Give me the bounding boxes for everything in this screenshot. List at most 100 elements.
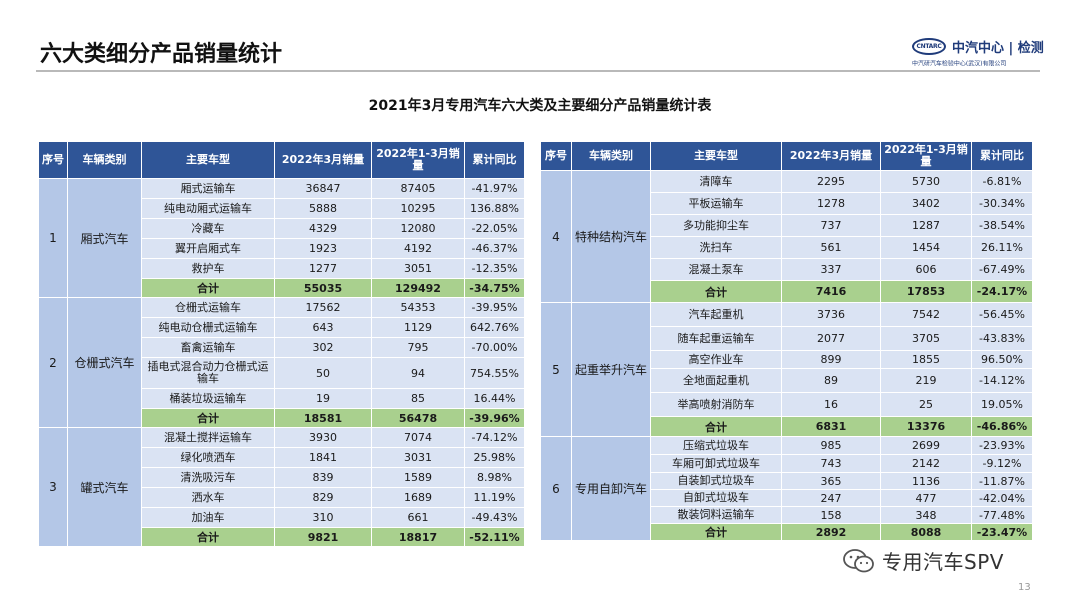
yoy-cell: 96.50% bbox=[971, 350, 1033, 369]
yoy-cell: -22.05% bbox=[464, 218, 525, 239]
march-sales-cell: 89 bbox=[781, 368, 881, 393]
model-cell: 混凝土泵车 bbox=[650, 258, 782, 281]
table-row: 高空作业车 899 1855 96.50% bbox=[541, 350, 1033, 369]
wechat-icon bbox=[843, 549, 874, 573]
table-row: 冷藏车 4329 12080 -22.05% bbox=[39, 218, 525, 239]
model-cell: 多功能抑尘车 bbox=[650, 214, 782, 237]
model-cell: 自卸式垃圾车 bbox=[650, 489, 782, 507]
total-label: 合计 bbox=[141, 278, 275, 298]
yoy-cell: -38.54% bbox=[971, 214, 1033, 237]
model-cell: 加油车 bbox=[141, 507, 275, 528]
company-logo: CNTARC 中汽中心 | 检测 中汽研汽车检验中心(武汉)有限公司 bbox=[912, 36, 1044, 68]
header-q1-sales: 2022年1-3月销量 bbox=[880, 141, 972, 171]
model-cell: 纯电动仓栅式运输车 bbox=[141, 317, 275, 338]
q1-sales-cell: 1129 bbox=[371, 317, 465, 338]
q1-sales-cell: 12080 bbox=[371, 218, 465, 239]
group-category: 起重举升汽车 bbox=[571, 302, 651, 437]
group-seq: 2 bbox=[38, 297, 68, 428]
total-label: 合计 bbox=[650, 416, 782, 437]
total-label: 合计 bbox=[650, 523, 782, 541]
table-row: 混凝土泵车 337 606 -67.49% bbox=[541, 258, 1033, 281]
total-row: 合计 18581 56478 -39.96% bbox=[39, 408, 525, 428]
table-row: 1 厢式汽车 厢式运输车 36847 87405 -41.97% bbox=[38, 178, 525, 298]
q1-sales-cell: 94 bbox=[371, 357, 465, 389]
yoy-cell: 11.19% bbox=[464, 487, 525, 508]
q1-sales-cell: 87405 bbox=[371, 178, 465, 199]
model-cell: 混凝土搅拌运输车 bbox=[141, 427, 275, 448]
sales-table-left: 序号 车辆类别 主要车型 2022年3月销量 2022年1-3月销量 累计同比 … bbox=[38, 141, 525, 547]
march-sales-cell: 839 bbox=[274, 467, 372, 488]
march-sales-cell: 985 bbox=[781, 436, 881, 455]
model-cell: 清障车 bbox=[650, 170, 782, 193]
total-march: 7416 bbox=[781, 280, 881, 303]
march-sales-cell: 365 bbox=[781, 472, 881, 490]
watermark-text: 专用汽车SPV bbox=[882, 550, 1004, 574]
total-yoy: -39.96% bbox=[464, 408, 525, 428]
march-sales-cell: 1278 bbox=[781, 192, 881, 215]
yoy-cell: 754.55% bbox=[464, 357, 525, 389]
table-title: 2021年3月专用汽车六大类及主要细分产品销量统计表 bbox=[368, 98, 712, 114]
total-q1: 17853 bbox=[880, 280, 972, 303]
table-row: 自装卸式垃圾车 365 1136 -11.87% bbox=[541, 472, 1033, 490]
model-cell: 举高喷射消防车 bbox=[650, 392, 782, 417]
q1-sales-cell: 25 bbox=[880, 392, 972, 417]
q1-sales-cell: 3402 bbox=[880, 192, 972, 215]
yoy-cell: 16.44% bbox=[464, 388, 525, 409]
total-yoy: -34.75% bbox=[464, 278, 525, 298]
header-march-sales: 2022年3月销量 bbox=[781, 141, 881, 171]
table-row: 举高喷射消防车 16 25 19.05% bbox=[541, 392, 1033, 417]
model-cell: 散装饲料运输车 bbox=[650, 506, 782, 524]
march-sales-cell: 1277 bbox=[274, 258, 372, 279]
model-cell: 汽车起重机 bbox=[650, 302, 782, 327]
table-row: 纯电动厢式运输车 5888 10295 136.88% bbox=[39, 198, 525, 219]
yoy-cell: -23.93% bbox=[971, 436, 1033, 455]
march-sales-cell: 2295 bbox=[781, 170, 881, 193]
table-header-row: 序号 车辆类别 主要车型 2022年3月销量 2022年1-3月销量 累计同比 bbox=[540, 141, 1033, 171]
sales-table-right: 序号 车辆类别 主要车型 2022年3月销量 2022年1-3月销量 累计同比 … bbox=[540, 141, 1033, 541]
q1-sales-cell: 477 bbox=[880, 489, 972, 507]
yoy-cell: -11.87% bbox=[971, 472, 1033, 490]
yoy-cell: -77.48% bbox=[971, 506, 1033, 524]
total-row: 合计 6831 13376 -46.86% bbox=[541, 416, 1033, 437]
model-cell: 冷藏车 bbox=[141, 218, 275, 239]
total-label: 合计 bbox=[141, 408, 275, 428]
model-cell: 全地面起重机 bbox=[650, 368, 782, 393]
table-row: 全地面起重机 89 219 -14.12% bbox=[541, 368, 1033, 393]
q1-sales-cell: 2142 bbox=[880, 454, 972, 473]
march-sales-cell: 737 bbox=[781, 214, 881, 237]
total-march: 6831 bbox=[781, 416, 881, 437]
q1-sales-cell: 606 bbox=[880, 258, 972, 281]
total-q1: 56478 bbox=[371, 408, 465, 428]
model-cell: 随车起重运输车 bbox=[650, 326, 782, 351]
table-row: 翼开启厢式车 1923 4192 -46.37% bbox=[39, 238, 525, 259]
model-cell: 插电式混合动力仓栅式运输车 bbox=[141, 357, 275, 389]
group-seq: 4 bbox=[540, 170, 572, 303]
march-sales-cell: 829 bbox=[274, 487, 372, 508]
table-header-row: 序号 车辆类别 主要车型 2022年3月销量 2022年1-3月销量 累计同比 bbox=[38, 141, 525, 179]
header-category: 车辆类别 bbox=[571, 141, 651, 171]
yoy-cell: 26.11% bbox=[971, 236, 1033, 259]
yoy-cell: 136.88% bbox=[464, 198, 525, 219]
header-seq: 序号 bbox=[38, 141, 68, 179]
march-sales-cell: 5888 bbox=[274, 198, 372, 219]
march-sales-cell: 16 bbox=[781, 392, 881, 417]
total-march: 9821 bbox=[274, 527, 372, 547]
total-q1: 13376 bbox=[880, 416, 972, 437]
march-sales-cell: 3930 bbox=[274, 427, 372, 448]
model-cell: 纯电动厢式运输车 bbox=[141, 198, 275, 219]
total-q1: 129492 bbox=[371, 278, 465, 298]
table-row: 自卸式垃圾车 247 477 -42.04% bbox=[541, 489, 1033, 507]
table-row: 纯电动仓栅式运输车 643 1129 642.76% bbox=[39, 317, 525, 338]
q1-sales-cell: 3051 bbox=[371, 258, 465, 279]
table-row: 救护车 1277 3051 -12.35% bbox=[39, 258, 525, 279]
group-category: 仓栅式汽车 bbox=[67, 297, 142, 428]
march-sales-cell: 1923 bbox=[274, 238, 372, 259]
table-row: 4 特种结构汽车 清障车 2295 5730 -6.81% bbox=[540, 170, 1033, 303]
march-sales-cell: 19 bbox=[274, 388, 372, 409]
model-cell: 车厢可卸式垃圾车 bbox=[650, 454, 782, 473]
yoy-cell: -30.34% bbox=[971, 192, 1033, 215]
total-label: 合计 bbox=[650, 280, 782, 303]
table-row: 插电式混合动力仓栅式运输车 50 94 754.55% bbox=[39, 357, 525, 389]
group-category: 特种结构汽车 bbox=[571, 170, 651, 303]
q1-sales-cell: 1287 bbox=[880, 214, 972, 237]
